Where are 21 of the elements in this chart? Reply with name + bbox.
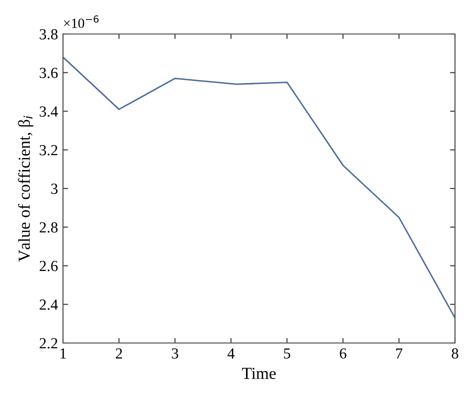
x-tick-label: 2 <box>116 348 122 358</box>
y-tick-label: 2.8 <box>40 222 58 233</box>
x-tick-label: 5 <box>284 348 290 359</box>
y-tick-label: 2.6 <box>40 260 58 272</box>
x-tick-label: 3 <box>172 348 178 359</box>
y-tick-label: 2.4 <box>40 300 58 310</box>
x-tick-label: 4 <box>227 348 235 358</box>
line-series <box>63 56 455 319</box>
x-axis-title: Time <box>242 368 276 379</box>
y-tick-label: 3.6 <box>40 68 58 78</box>
x-tick-label: 1 <box>60 348 66 358</box>
x-tick-label: 7 <box>396 348 402 358</box>
x-tick-label: 8 <box>452 348 458 359</box>
y-tick-label: 3.4 <box>40 106 58 117</box>
y-tick-label: 3 <box>51 184 58 194</box>
y-tick-label: 3.8 <box>40 29 58 40</box>
y-axis-title: Value of cofficient, β$_{i}$ <box>18 116 34 262</box>
x-tick-label: 6 <box>340 348 346 359</box>
y-tick-label: 2.2 <box>40 338 58 349</box>
text: ×10$^{−6}$ <box>64 15 99 28</box>
y-tick-label: 3.2 <box>40 145 58 156</box>
